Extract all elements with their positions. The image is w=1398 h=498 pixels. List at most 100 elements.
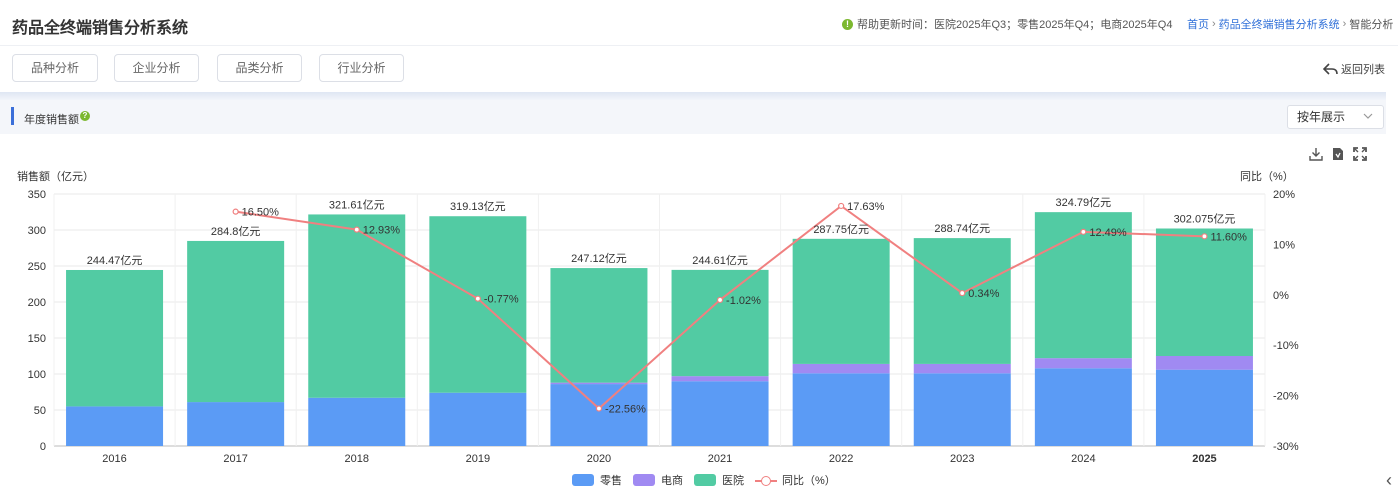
bar-total-label: 287.75亿元 bbox=[813, 223, 869, 236]
legend-item-hospital[interactable]: 医院 bbox=[694, 472, 744, 488]
update-info-text: 帮助更新时间：医院2025年Q3；零售2025年Q4；电商2025年Q4 bbox=[857, 19, 1173, 31]
section-title: 年度销售额 bbox=[24, 114, 79, 126]
chevron-right-icon: › bbox=[1212, 18, 1216, 30]
top-header: 药品全终端销售分析系统 ! 帮助更新时间：医院2025年Q3；零售2025年Q4… bbox=[0, 0, 1398, 46]
y2-axis-title: 同比（%） bbox=[1240, 170, 1294, 183]
y2-tick-label: 20% bbox=[1273, 189, 1295, 201]
bar-segment-retail bbox=[671, 381, 769, 446]
bar-total-label: 288.74亿元 bbox=[934, 222, 990, 235]
yoy-label: 12.49% bbox=[1089, 227, 1127, 239]
back-to-list-link[interactable]: 返回列表 bbox=[1323, 61, 1385, 77]
x-tick-label: 2023 bbox=[950, 453, 974, 465]
section-divider bbox=[0, 92, 1386, 100]
chart-labels: 244.47亿元 284.8亿元 321.61亿元 319.13亿元 247.12亿元 2… bbox=[87, 196, 1247, 415]
yoy-label: -0.77% bbox=[484, 294, 519, 306]
tab-variety-analysis[interactable]: 品种分析 bbox=[12, 54, 98, 82]
y-tick-label: 350 bbox=[28, 189, 46, 201]
display-mode-select[interactable]: 按年展示 bbox=[1287, 105, 1384, 129]
bar-segment-retail bbox=[913, 373, 1011, 446]
bar-segment-hospital bbox=[429, 216, 527, 393]
bar-segment-hospital bbox=[913, 238, 1011, 364]
bar-total-label: 302.075亿元 bbox=[1174, 213, 1236, 226]
bar-segment-retail bbox=[308, 397, 406, 446]
y2-tick-label: 0% bbox=[1273, 290, 1289, 302]
bar-segment-ecommerce bbox=[1034, 358, 1132, 369]
bar-segment-retail bbox=[792, 373, 890, 446]
legend-swatch-ecommerce bbox=[633, 474, 655, 486]
x-tick-label: 2021 bbox=[708, 453, 732, 465]
legend-label-yoy: 同比（%） bbox=[782, 475, 836, 487]
yoy-label: 16.50% bbox=[242, 207, 280, 219]
display-mode-value: 按年展示 bbox=[1297, 110, 1346, 124]
bar-segment-hospital bbox=[550, 268, 648, 383]
annual-sales-chart: 0 50 100 150 200 250 300 350 -30% -20% -10% 0% 10% 20… bbox=[17, 169, 1299, 465]
bar-segment-retail bbox=[550, 384, 648, 446]
section-header: 年度销售额 ? 按年展示 bbox=[0, 100, 1386, 134]
bar-segment-retail bbox=[1155, 369, 1253, 446]
yoy-label: 0.34% bbox=[968, 288, 999, 300]
y-tick-label: 250 bbox=[28, 261, 46, 273]
bar-total-label: 247.12亿元 bbox=[571, 252, 627, 265]
bar-segment-hospital bbox=[792, 238, 890, 364]
return-arrow-icon bbox=[1323, 62, 1338, 75]
y-tick-label: 150 bbox=[28, 333, 46, 345]
tab-industry-analysis[interactable]: 行业分析 bbox=[319, 54, 404, 82]
data-view-icon[interactable] bbox=[1330, 146, 1346, 162]
chart-legend: 零售 电商 医院 同比（%） bbox=[572, 472, 847, 488]
chevron-right-icon: › bbox=[1342, 18, 1347, 30]
x-tick-label: 2024 bbox=[1071, 453, 1095, 465]
bar-segment-ecommerce bbox=[1155, 356, 1253, 370]
bar-total-label: 324.79亿元 bbox=[1056, 196, 1112, 209]
y2-tick-label: -30% bbox=[1273, 441, 1299, 453]
legend-item-retail[interactable]: 零售 bbox=[572, 472, 622, 488]
legend-label-hospital: 医院 bbox=[722, 475, 744, 487]
tab-category-analysis[interactable]: 品类分析 bbox=[217, 54, 302, 82]
fullscreen-icon[interactable] bbox=[1352, 146, 1368, 162]
chart-bars bbox=[66, 212, 1253, 446]
y2-tick-label: 10% bbox=[1273, 239, 1295, 251]
chart-toolbox bbox=[1308, 146, 1368, 162]
legend-swatch-hospital bbox=[694, 474, 716, 486]
chevron-down-icon bbox=[1363, 113, 1373, 119]
help-icon[interactable]: ? bbox=[80, 111, 90, 121]
bar-segment-ecommerce bbox=[913, 363, 1011, 374]
legend-item-ecommerce[interactable]: 电商 bbox=[633, 472, 683, 488]
bar-segment-ecommerce bbox=[792, 363, 890, 374]
bar-segment-retail bbox=[66, 406, 164, 446]
chart-ticks: 0 50 100 150 200 250 300 350 -30% -20% -10% 0% 10% 20… bbox=[28, 189, 1299, 465]
bar-total-label: 321.61亿元 bbox=[329, 198, 385, 211]
yoy-label: 17.63% bbox=[847, 201, 885, 213]
legend-label-ecommerce: 电商 bbox=[661, 475, 683, 487]
y-tick-label: 50 bbox=[34, 405, 46, 417]
breadcrumb-home[interactable]: 首页 bbox=[1187, 19, 1209, 31]
info-icon: ! bbox=[842, 18, 853, 30]
y-tick-label: 200 bbox=[28, 297, 46, 309]
section-accent bbox=[11, 107, 14, 125]
bar-segment-hospital bbox=[1034, 212, 1132, 359]
yoy-point bbox=[1080, 228, 1087, 235]
yoy-point bbox=[716, 296, 724, 304]
breadcrumb-system[interactable]: 药品全终端销售分析系统 bbox=[1218, 19, 1340, 31]
tab-company-analysis[interactable]: 企业分析 bbox=[114, 54, 199, 82]
bar-segment-hospital bbox=[187, 240, 285, 403]
update-info: ! 帮助更新时间：医院2025年Q3；零售2025年Q4；电商2025年Q4 bbox=[842, 16, 1172, 32]
y2-tick-label: -10% bbox=[1273, 340, 1299, 352]
x-tick-label: 2020 bbox=[587, 453, 611, 465]
bar-total-label: 284.8亿元 bbox=[211, 225, 261, 238]
chevron-left-icon[interactable]: ‹ bbox=[1386, 470, 1392, 490]
legend-item-yoy[interactable]: 同比（%） bbox=[755, 472, 836, 488]
legend-swatch-retail bbox=[572, 474, 594, 486]
x-tick-label: 2019 bbox=[466, 453, 490, 465]
download-icon[interactable] bbox=[1308, 146, 1324, 162]
yoy-point bbox=[1201, 233, 1208, 240]
bar-segment-ecommerce bbox=[550, 382, 648, 385]
y2-tick-label: -20% bbox=[1273, 391, 1299, 403]
x-tick-label: 2025 bbox=[1192, 453, 1216, 465]
bar-segment-hospital bbox=[1155, 228, 1253, 356]
yoy-label: 11.60% bbox=[1210, 231, 1247, 243]
x-tick-label: 2016 bbox=[102, 453, 126, 465]
legend-label-retail: 零售 bbox=[600, 475, 622, 487]
bar-total-label: 244.61亿元 bbox=[692, 254, 748, 267]
x-tick-label: 2017 bbox=[223, 453, 247, 465]
yoy-point bbox=[838, 202, 845, 210]
